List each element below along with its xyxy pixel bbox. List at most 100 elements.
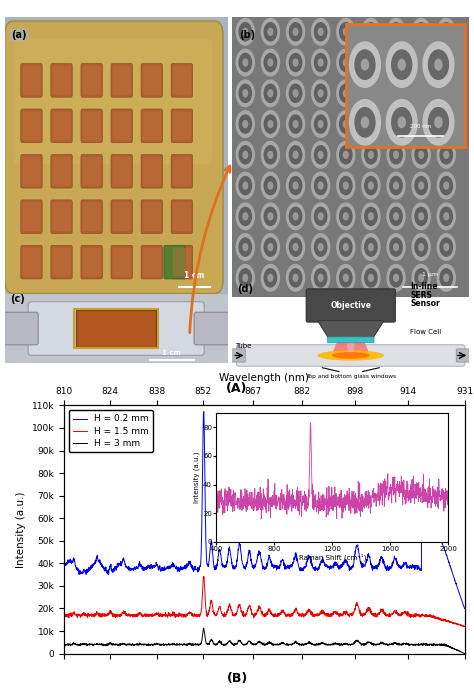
Circle shape (339, 22, 352, 41)
H = 1.5 mm (450, 618, 456, 626)
Circle shape (419, 28, 424, 35)
FancyBboxPatch shape (14, 38, 212, 164)
Circle shape (315, 176, 327, 195)
Circle shape (311, 233, 330, 261)
Circle shape (369, 120, 374, 127)
Circle shape (293, 212, 298, 219)
FancyBboxPatch shape (111, 245, 132, 279)
Circle shape (437, 265, 456, 291)
Circle shape (264, 176, 276, 195)
Circle shape (362, 50, 380, 76)
Circle shape (293, 59, 298, 66)
FancyBboxPatch shape (112, 66, 131, 95)
Circle shape (428, 50, 448, 80)
Circle shape (243, 275, 247, 282)
Circle shape (315, 22, 327, 41)
FancyBboxPatch shape (112, 157, 131, 186)
Circle shape (415, 208, 427, 225)
H = 1.5 mm (461, 622, 467, 630)
Circle shape (311, 80, 330, 106)
Circle shape (343, 59, 348, 66)
FancyBboxPatch shape (141, 200, 163, 233)
Circle shape (369, 28, 374, 35)
Circle shape (239, 22, 251, 41)
Circle shape (261, 111, 279, 137)
FancyBboxPatch shape (111, 109, 132, 143)
H = 0.2 mm (450, 570, 456, 579)
Circle shape (315, 208, 327, 225)
FancyBboxPatch shape (112, 203, 131, 231)
Circle shape (437, 111, 456, 137)
Circle shape (398, 117, 405, 127)
Text: (b): (b) (239, 31, 255, 41)
FancyBboxPatch shape (171, 245, 192, 279)
Circle shape (243, 59, 247, 66)
Circle shape (311, 203, 330, 229)
Circle shape (343, 120, 348, 127)
FancyBboxPatch shape (21, 245, 42, 279)
Circle shape (264, 85, 276, 102)
Circle shape (365, 176, 377, 195)
FancyBboxPatch shape (173, 248, 191, 277)
Circle shape (337, 173, 355, 199)
Circle shape (412, 18, 430, 45)
H = 3 mm (377, 640, 383, 649)
Circle shape (387, 173, 405, 199)
Circle shape (349, 100, 380, 145)
H = 1.5 mm (462, 622, 467, 630)
Circle shape (243, 244, 247, 251)
Circle shape (362, 142, 380, 168)
Circle shape (239, 208, 251, 225)
Circle shape (361, 117, 369, 127)
H = 3 mm (450, 644, 456, 652)
Circle shape (386, 100, 417, 145)
Circle shape (318, 59, 323, 66)
Circle shape (365, 146, 377, 164)
Circle shape (393, 244, 398, 251)
Circle shape (315, 238, 327, 257)
Circle shape (415, 54, 427, 72)
FancyBboxPatch shape (82, 203, 101, 231)
Text: 1 cm: 1 cm (184, 271, 204, 280)
Circle shape (337, 111, 355, 137)
Circle shape (362, 18, 380, 45)
Circle shape (286, 111, 304, 137)
Circle shape (361, 59, 369, 70)
Circle shape (339, 85, 352, 102)
Polygon shape (318, 321, 384, 340)
FancyBboxPatch shape (112, 111, 131, 140)
Circle shape (318, 28, 323, 35)
FancyBboxPatch shape (82, 111, 101, 140)
FancyBboxPatch shape (194, 312, 230, 345)
Circle shape (437, 80, 456, 106)
Circle shape (339, 146, 352, 164)
Circle shape (268, 59, 273, 66)
Circle shape (286, 203, 304, 229)
Circle shape (236, 265, 254, 291)
Circle shape (390, 54, 402, 72)
Circle shape (343, 90, 348, 97)
Circle shape (289, 208, 301, 225)
Circle shape (261, 173, 279, 199)
Circle shape (337, 80, 355, 106)
Circle shape (419, 212, 424, 219)
Circle shape (343, 182, 348, 189)
FancyBboxPatch shape (51, 245, 72, 279)
Circle shape (437, 203, 456, 229)
Text: Sensor: Sensor (410, 299, 440, 308)
Circle shape (286, 18, 304, 45)
FancyBboxPatch shape (82, 248, 101, 277)
Circle shape (419, 90, 424, 97)
FancyBboxPatch shape (5, 21, 223, 294)
Circle shape (387, 203, 405, 229)
Circle shape (365, 85, 377, 102)
Text: Objective: Objective (330, 301, 371, 310)
Circle shape (437, 50, 456, 76)
Circle shape (293, 275, 298, 282)
H = 1.5 mm (450, 619, 456, 627)
Circle shape (440, 115, 452, 133)
Circle shape (243, 182, 247, 189)
Circle shape (261, 80, 279, 106)
FancyBboxPatch shape (111, 200, 132, 233)
Circle shape (289, 238, 301, 257)
